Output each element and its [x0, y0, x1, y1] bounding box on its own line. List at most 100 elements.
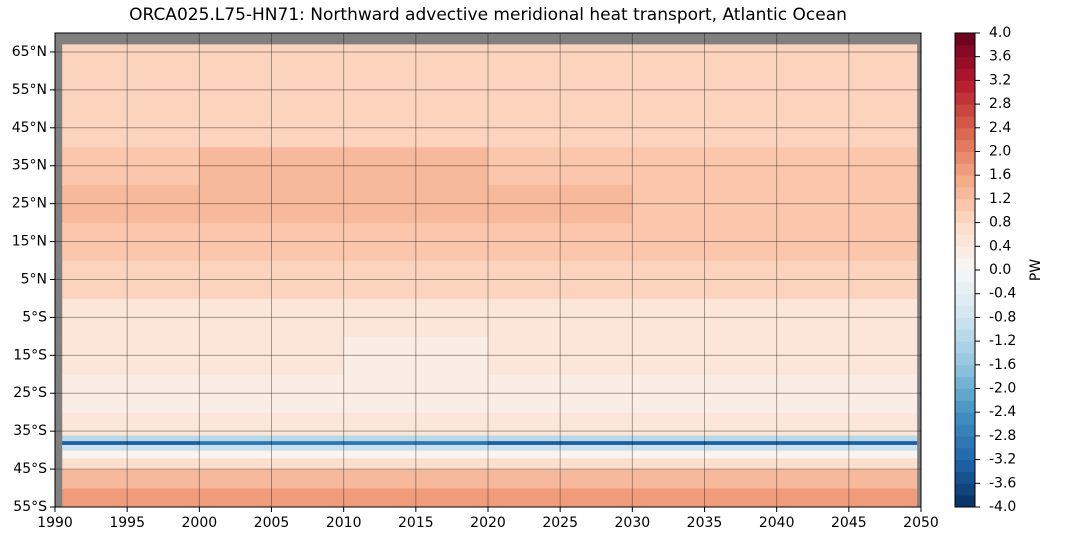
heatmap-cell	[199, 70, 345, 110]
heatmap-cell	[776, 434, 918, 442]
heatmap-cell	[632, 184, 778, 224]
x-tick-label: 2045	[831, 515, 867, 531]
x-tick-label: 2050	[903, 515, 939, 531]
heatmap-cell	[632, 336, 778, 375]
colorbar-tick-label: 1.6	[989, 167, 1011, 183]
heatmap-cell	[776, 374, 918, 413]
x-tick-label: 2030	[615, 515, 651, 531]
colorbar-segment	[955, 151, 975, 164]
heatmap-cell	[62, 488, 200, 508]
heatmap-cell	[199, 222, 345, 262]
colorbar-tick-label: -3.2	[989, 452, 1016, 468]
heatmap-cell	[343, 146, 489, 186]
colorbar-tick-label: -4.0	[989, 499, 1016, 515]
heatmap-cell	[62, 469, 200, 489]
colorbar-segment	[955, 163, 975, 176]
colorbar-tick-label: 2.4	[989, 120, 1011, 136]
heatmap-cell	[343, 108, 489, 148]
heatmap-cell	[776, 488, 918, 508]
x-tick-label: 2010	[326, 515, 362, 531]
colorbar-segment	[955, 210, 975, 224]
x-tick-label: 2020	[470, 515, 506, 531]
colorbar-tick-label: -1.2	[989, 333, 1016, 349]
heatmap-cell	[62, 146, 200, 186]
heatmap-cell	[488, 444, 633, 451]
y-tick-label: 5°N	[21, 271, 47, 287]
heatmap-cell	[632, 412, 778, 436]
heatmap-cell	[488, 146, 633, 186]
heatmap-cell	[199, 374, 345, 413]
colorbar-segment	[955, 412, 975, 425]
colorbar-segment	[955, 33, 975, 46]
heatmap-cell	[199, 457, 345, 470]
colorbar-segment	[955, 127, 975, 141]
y-tick-label: 25°S	[13, 385, 47, 401]
y-tick-label: 65°N	[12, 44, 47, 60]
heatmap-cell	[632, 222, 778, 262]
heatmap-cell	[199, 488, 345, 508]
heatmap-cell	[343, 434, 489, 442]
heatmap-cell	[632, 108, 778, 148]
colorbar-segment	[955, 317, 975, 330]
heatmap-cell	[488, 260, 633, 299]
colorbar-segment	[955, 281, 975, 295]
colorbar-tick-label: 1.2	[989, 191, 1011, 207]
heatmap-cell	[632, 434, 778, 442]
heatmap-cell	[199, 108, 345, 148]
colorbar-segment	[955, 329, 975, 342]
heatmap-cell	[632, 450, 778, 459]
y-tick-label: 45°N	[12, 120, 47, 136]
x-tick-label: 1995	[109, 515, 145, 531]
colorbar-tick-label: 4.0	[989, 25, 1011, 41]
heatmap-cell	[343, 298, 489, 337]
colorbar-segment	[955, 44, 975, 58]
heatmap-cell	[632, 457, 778, 470]
heatmap-cell	[632, 260, 778, 299]
heatmap-cell	[343, 444, 489, 451]
colorbar-segment	[955, 270, 975, 283]
x-tick-label: 2000	[182, 515, 218, 531]
y-tick-label: 55°N	[12, 82, 47, 98]
heatmap-cell	[488, 412, 633, 436]
heatmap-cell	[488, 434, 633, 442]
x-tick-label: 2035	[687, 515, 723, 531]
colorbar-segment	[955, 471, 975, 484]
colorbar-segment	[955, 495, 975, 508]
colorbar-segment	[955, 341, 975, 354]
heatmap-cell	[632, 469, 778, 489]
heatmap-cell	[343, 488, 489, 508]
heatmap-cell	[776, 222, 918, 262]
heatmap-cell	[199, 146, 345, 186]
x-tick-label: 2025	[542, 515, 578, 531]
heatmap-cell	[776, 469, 918, 489]
heatmap-cell	[488, 450, 633, 459]
heatmap-cell	[199, 44, 345, 72]
colorbar-label: PW	[1028, 259, 1044, 281]
heatmap-cell	[776, 412, 918, 436]
heatmap-cell	[488, 336, 633, 375]
x-tick-label: 2015	[398, 515, 434, 531]
colorbar-segment	[955, 115, 975, 129]
heatmap-cell	[632, 146, 778, 186]
heatmap-cell	[62, 412, 200, 436]
y-tick-label: 35°S	[13, 423, 47, 439]
heatmap-cell	[62, 70, 200, 110]
heatmap-cell	[62, 457, 200, 470]
heatmap-cell	[632, 440, 778, 445]
colorbar-tick-label: -3.6	[989, 475, 1016, 491]
heatmap-cell	[776, 44, 918, 72]
heatmap-cell	[632, 298, 778, 337]
heatmap-cell	[199, 298, 345, 337]
heatmap-cell	[776, 184, 918, 224]
colorbar-tick-label: 2.8	[989, 96, 1011, 112]
heatmap-cell	[632, 70, 778, 110]
heatmap-cell	[343, 184, 489, 224]
heatmap-cell	[343, 260, 489, 299]
colorbar-segment	[955, 483, 975, 496]
colorbar-segment	[955, 459, 975, 472]
chart-title: ORCA025.L75-HN71: Northward advective me…	[129, 5, 847, 25]
colorbar-segment	[955, 447, 975, 461]
heatmap-cell	[488, 184, 633, 224]
heatmap-cell	[632, 374, 778, 413]
